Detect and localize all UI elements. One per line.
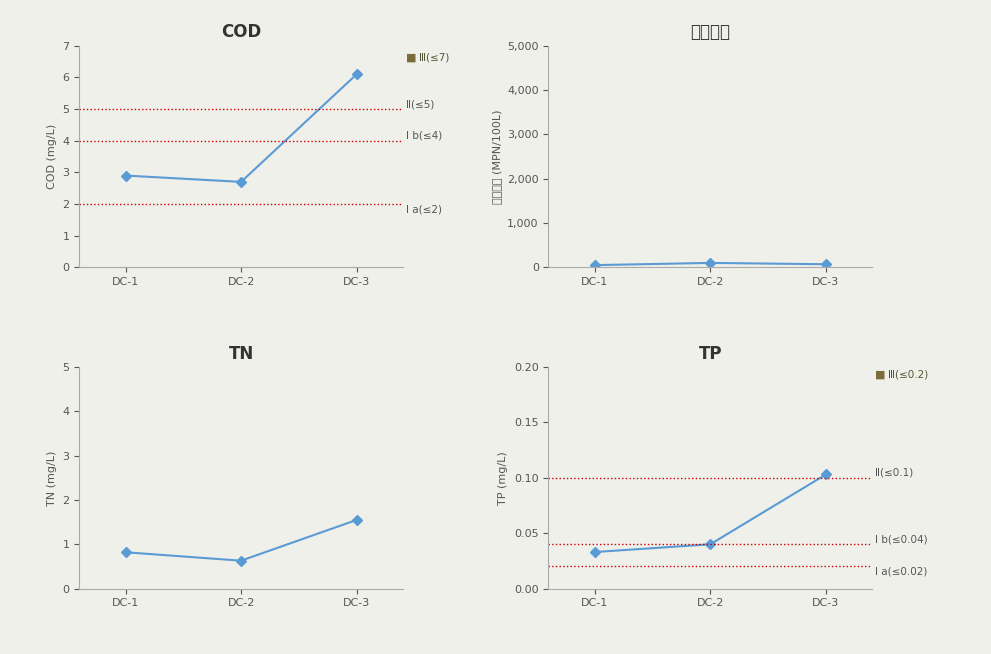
Text: Ⅱ(≤0.1): Ⅱ(≤0.1): [875, 468, 914, 478]
Text: I b(≤4): I b(≤4): [406, 131, 442, 141]
Y-axis label: TP (mg/L): TP (mg/L): [498, 451, 508, 505]
Text: ■: ■: [406, 52, 416, 62]
Text: I a(≤2): I a(≤2): [406, 204, 442, 214]
Text: Ⅲ(≤7): Ⅲ(≤7): [419, 52, 450, 62]
Text: I a(≤0.02): I a(≤0.02): [875, 566, 928, 576]
Text: I b(≤0.04): I b(≤0.04): [875, 534, 928, 544]
Title: TN: TN: [229, 345, 254, 363]
Title: COD: COD: [221, 24, 262, 41]
Text: Ⅲ(≤0.2): Ⅲ(≤0.2): [888, 370, 929, 379]
Y-axis label: 대장균군 (MPN/100L): 대장균군 (MPN/100L): [492, 109, 501, 204]
Text: Ⅱ(≤5): Ⅱ(≤5): [406, 99, 434, 109]
Title: 대장균군: 대장균군: [691, 24, 730, 41]
Title: TP: TP: [699, 345, 722, 363]
Text: ■: ■: [875, 370, 886, 379]
Y-axis label: COD (mg/L): COD (mg/L): [47, 124, 56, 189]
Y-axis label: TN (mg/L): TN (mg/L): [47, 450, 56, 506]
